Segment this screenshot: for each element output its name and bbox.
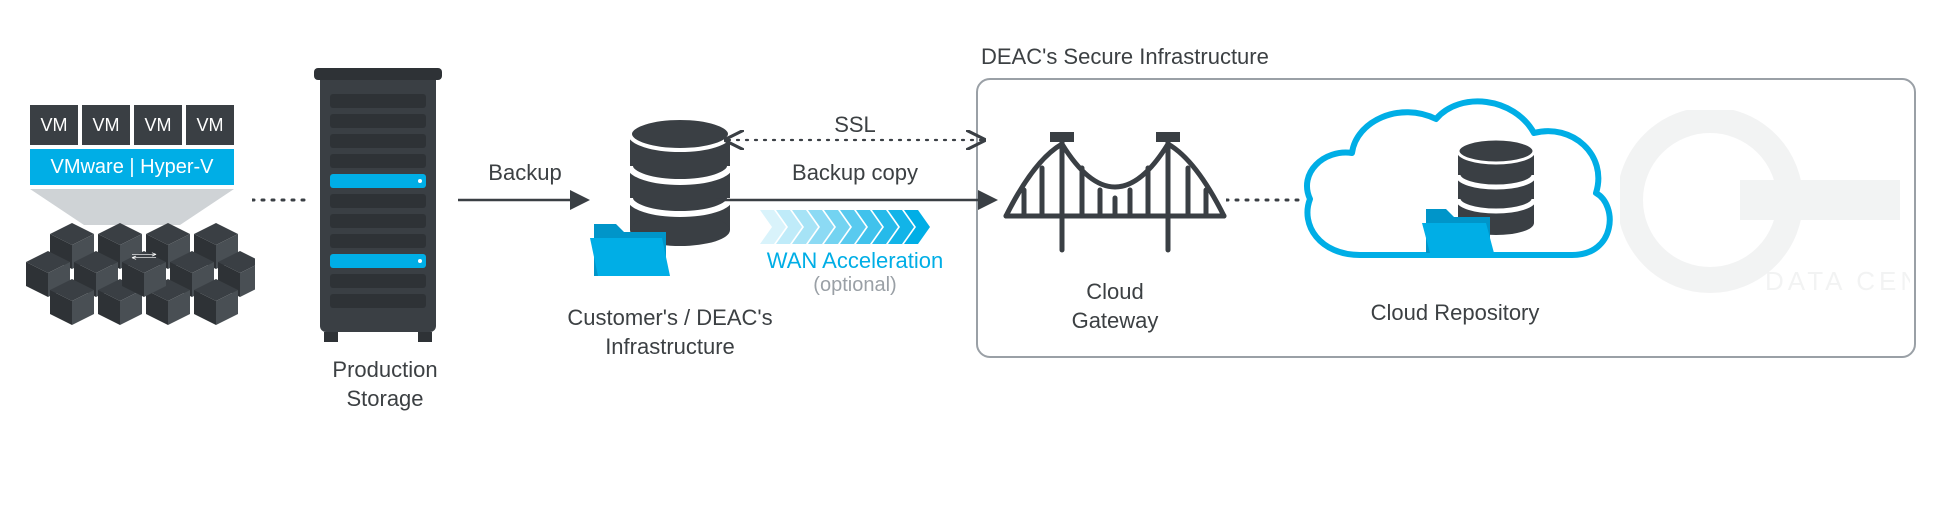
vm-label-2: VM (93, 115, 120, 135)
region-title: DEAC's Secure Infrastructure (981, 44, 1269, 70)
node-cloud-gateway: Cloud Gateway (1000, 120, 1230, 335)
cloud-gateway-label-2: Gateway (1072, 308, 1159, 333)
platform-label: VMware | Hyper-V (50, 156, 214, 178)
edge-ssl-label: SSL (720, 112, 990, 138)
production-storage-label-1: Production (332, 357, 437, 382)
cube-icon (26, 223, 255, 325)
bridge-icon (1000, 120, 1230, 270)
cloud-gateway-label-1: Cloud (1086, 279, 1143, 304)
server-rack-icon (300, 68, 470, 348)
svg-text:DATA CENTERS: DATA CENTERS (1765, 266, 1910, 296)
cloud-repository-label: Cloud Repository (1371, 300, 1540, 325)
vm-cluster-icon: VM VM VM VM VMware | Hyper-V (20, 105, 255, 335)
edge-backupcopy-arrow (716, 190, 1006, 210)
customer-infra-label-1: Customer's / DEAC's (567, 305, 772, 330)
edge-wan-label: WAN Acceleration (optional) (720, 248, 990, 297)
node-vm-cluster: VM VM VM VM VMware | Hyper-V (20, 105, 255, 335)
vm-label-4: VM (197, 115, 224, 135)
production-storage-label-2: Storage (346, 386, 423, 411)
node-production-storage: Production Storage (300, 68, 470, 413)
vm-label-3: VM (145, 115, 172, 135)
edge-dotted-2 (1226, 195, 1300, 205)
edge-backupcopy-label: Backup copy (720, 160, 990, 186)
deac-watermark-icon: DATA CENTERS (1620, 110, 1910, 320)
node-cloud-repository: Cloud Repository (1290, 95, 1620, 328)
cloud-repository-icon (1290, 95, 1620, 295)
vm-label-1: VM (41, 115, 68, 135)
customer-infra-label-2: Infrastructure (605, 334, 735, 359)
node-customer-infra: Customer's / DEAC's Infrastructure (560, 118, 780, 361)
wan-acceleration-chevrons-icon (760, 210, 940, 244)
